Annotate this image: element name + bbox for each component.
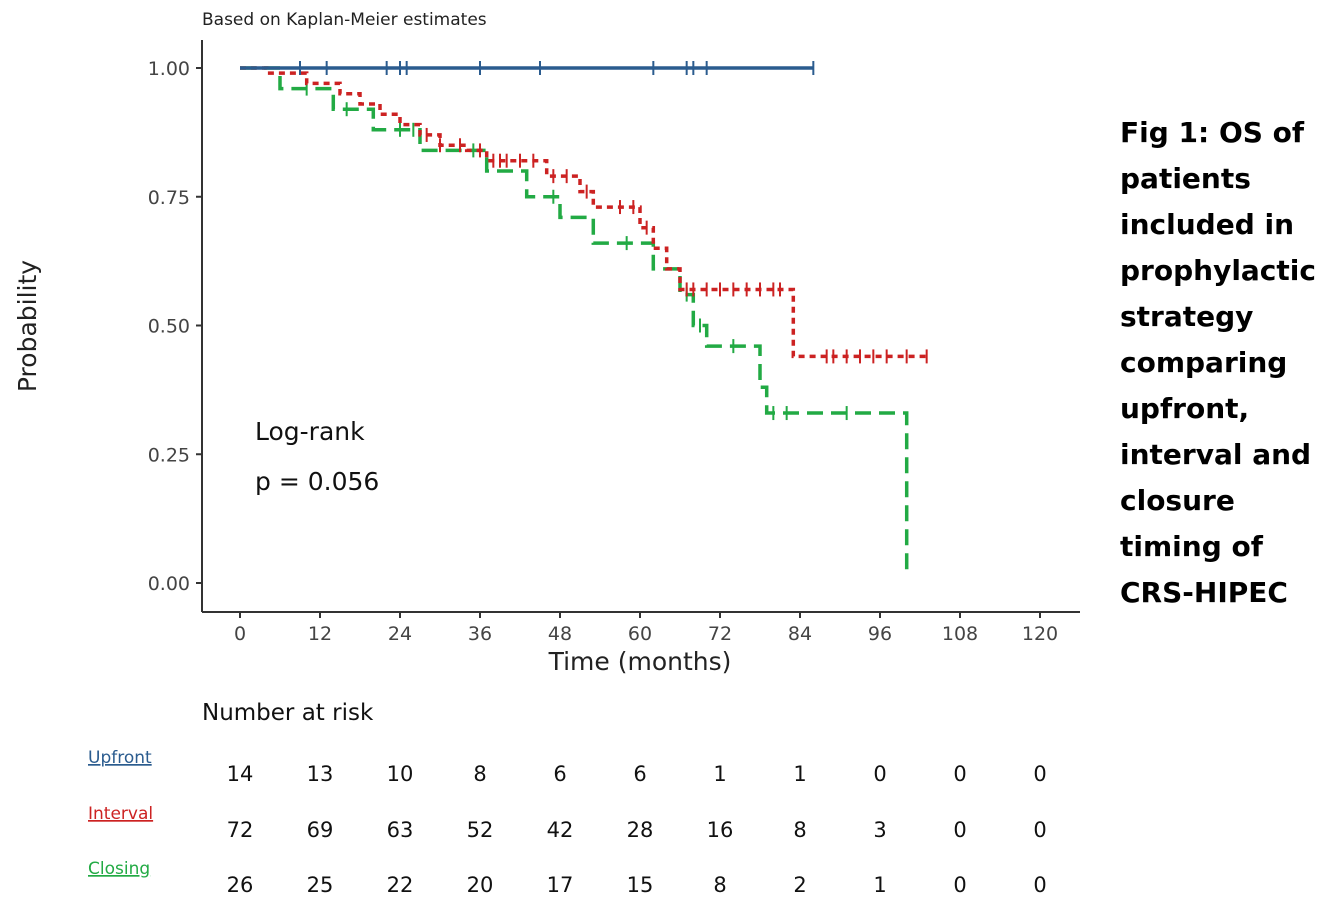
risk-value: 6: [553, 762, 566, 786]
risk-value: 1: [793, 762, 806, 786]
x-tick-label: 120: [1022, 623, 1058, 645]
risk-value: 0: [953, 818, 966, 842]
x-axis-title: Time (months): [548, 647, 732, 676]
caption-line: CRS-HIPEC: [1120, 576, 1288, 609]
risk-value: 8: [713, 873, 726, 897]
y-tick-label: 0.00: [148, 573, 190, 595]
x-tick-label: 36: [468, 623, 492, 645]
risk-value: 26: [227, 873, 254, 897]
caption-line: interval and: [1120, 438, 1312, 471]
risk-value: 52: [467, 818, 494, 842]
risk-value: 10: [387, 762, 414, 786]
risk-value: 0: [1033, 762, 1046, 786]
x-tick-label: 108: [942, 623, 978, 645]
x-tick-label: 96: [868, 623, 892, 645]
y-axis-title: Probability: [13, 260, 42, 392]
x-tick-label: 72: [708, 623, 732, 645]
risk-row-label: Interval: [88, 804, 153, 824]
x-tick-label: 12: [308, 623, 332, 645]
risk-row-label: Closing: [88, 859, 150, 879]
risk-value: 42: [547, 818, 574, 842]
x-tick-label: 60: [628, 623, 652, 645]
series-closing: [240, 66, 909, 573]
risk-value: 28: [627, 818, 654, 842]
x-tick-label: 24: [388, 623, 412, 645]
caption-line: timing of: [1120, 530, 1263, 563]
y-ticks: 0.00 0.25 0.50 0.75 1.00: [148, 58, 202, 595]
risk-value: 20: [467, 873, 494, 897]
series-upfront: [240, 61, 815, 75]
survival-curves: [240, 61, 928, 573]
caption-line: upfront,: [1120, 392, 1250, 425]
risk-value: 72: [227, 818, 254, 842]
caption-line: comparing: [1120, 346, 1288, 379]
log-rank-annotation: Log-rank p = 0.056: [255, 417, 379, 496]
risk-value: 0: [953, 873, 966, 897]
risk-value: 0: [1033, 818, 1046, 842]
risk-value: 69: [307, 818, 334, 842]
risk-value: 13: [307, 762, 334, 786]
y-tick-label: 1.00: [148, 58, 190, 80]
y-tick-label: 0.50: [148, 316, 190, 338]
x-ticks: 0 12 24 36 48 60 72 84 96 108 120: [234, 612, 1058, 645]
caption-line: strategy: [1120, 300, 1254, 333]
caption-line: Fig 1: OS of: [1120, 116, 1305, 149]
curve-closing: [240, 66, 909, 573]
risk-row-label: Upfront: [88, 748, 152, 768]
risk-value: 6: [633, 762, 646, 786]
risk-value: 0: [1033, 873, 1046, 897]
x-tick-label: 0: [234, 623, 246, 645]
log-rank-label: Log-rank: [255, 417, 365, 446]
plot-axes: 0.00 0.25 0.50 0.75 1.00 0 12 24 36 48 60 72 84 96 10…: [148, 40, 1080, 645]
risk-value: 8: [793, 818, 806, 842]
risk-value: 2: [793, 873, 806, 897]
risk-value: 1: [873, 873, 886, 897]
risk-value: 25: [307, 873, 334, 897]
risk-value: 14: [227, 762, 254, 786]
risk-value: 3: [873, 818, 886, 842]
chart-subtitle: Based on Kaplan-Meier estimates: [202, 10, 487, 30]
risk-value: 16: [707, 818, 734, 842]
risk-value: 0: [873, 762, 886, 786]
risk-value: 1: [713, 762, 726, 786]
risk-value: 0: [953, 762, 966, 786]
y-tick-label: 0.75: [148, 187, 190, 209]
x-tick-label: 48: [548, 623, 572, 645]
risk-value: 17: [547, 873, 574, 897]
caption-line: patients: [1120, 162, 1251, 195]
y-tick-label: 0.25: [148, 444, 190, 466]
x-tick-label: 84: [788, 623, 812, 645]
p-value-label: p = 0.056: [255, 467, 379, 496]
risk-value: 15: [627, 873, 654, 897]
risk-value: 22: [387, 873, 414, 897]
caption-line: closure: [1120, 484, 1235, 517]
risk-value: 8: [473, 762, 486, 786]
caption-line: included in: [1120, 208, 1295, 241]
risk-table-title: Number at risk: [202, 700, 374, 726]
caption-line: prophylactic: [1120, 254, 1316, 287]
risk-value: 63: [387, 818, 414, 842]
curve-interval: [240, 66, 927, 359]
figure-caption: Fig 1: OS of patients included in prophy…: [1120, 110, 1325, 616]
series-interval: [240, 66, 928, 364]
